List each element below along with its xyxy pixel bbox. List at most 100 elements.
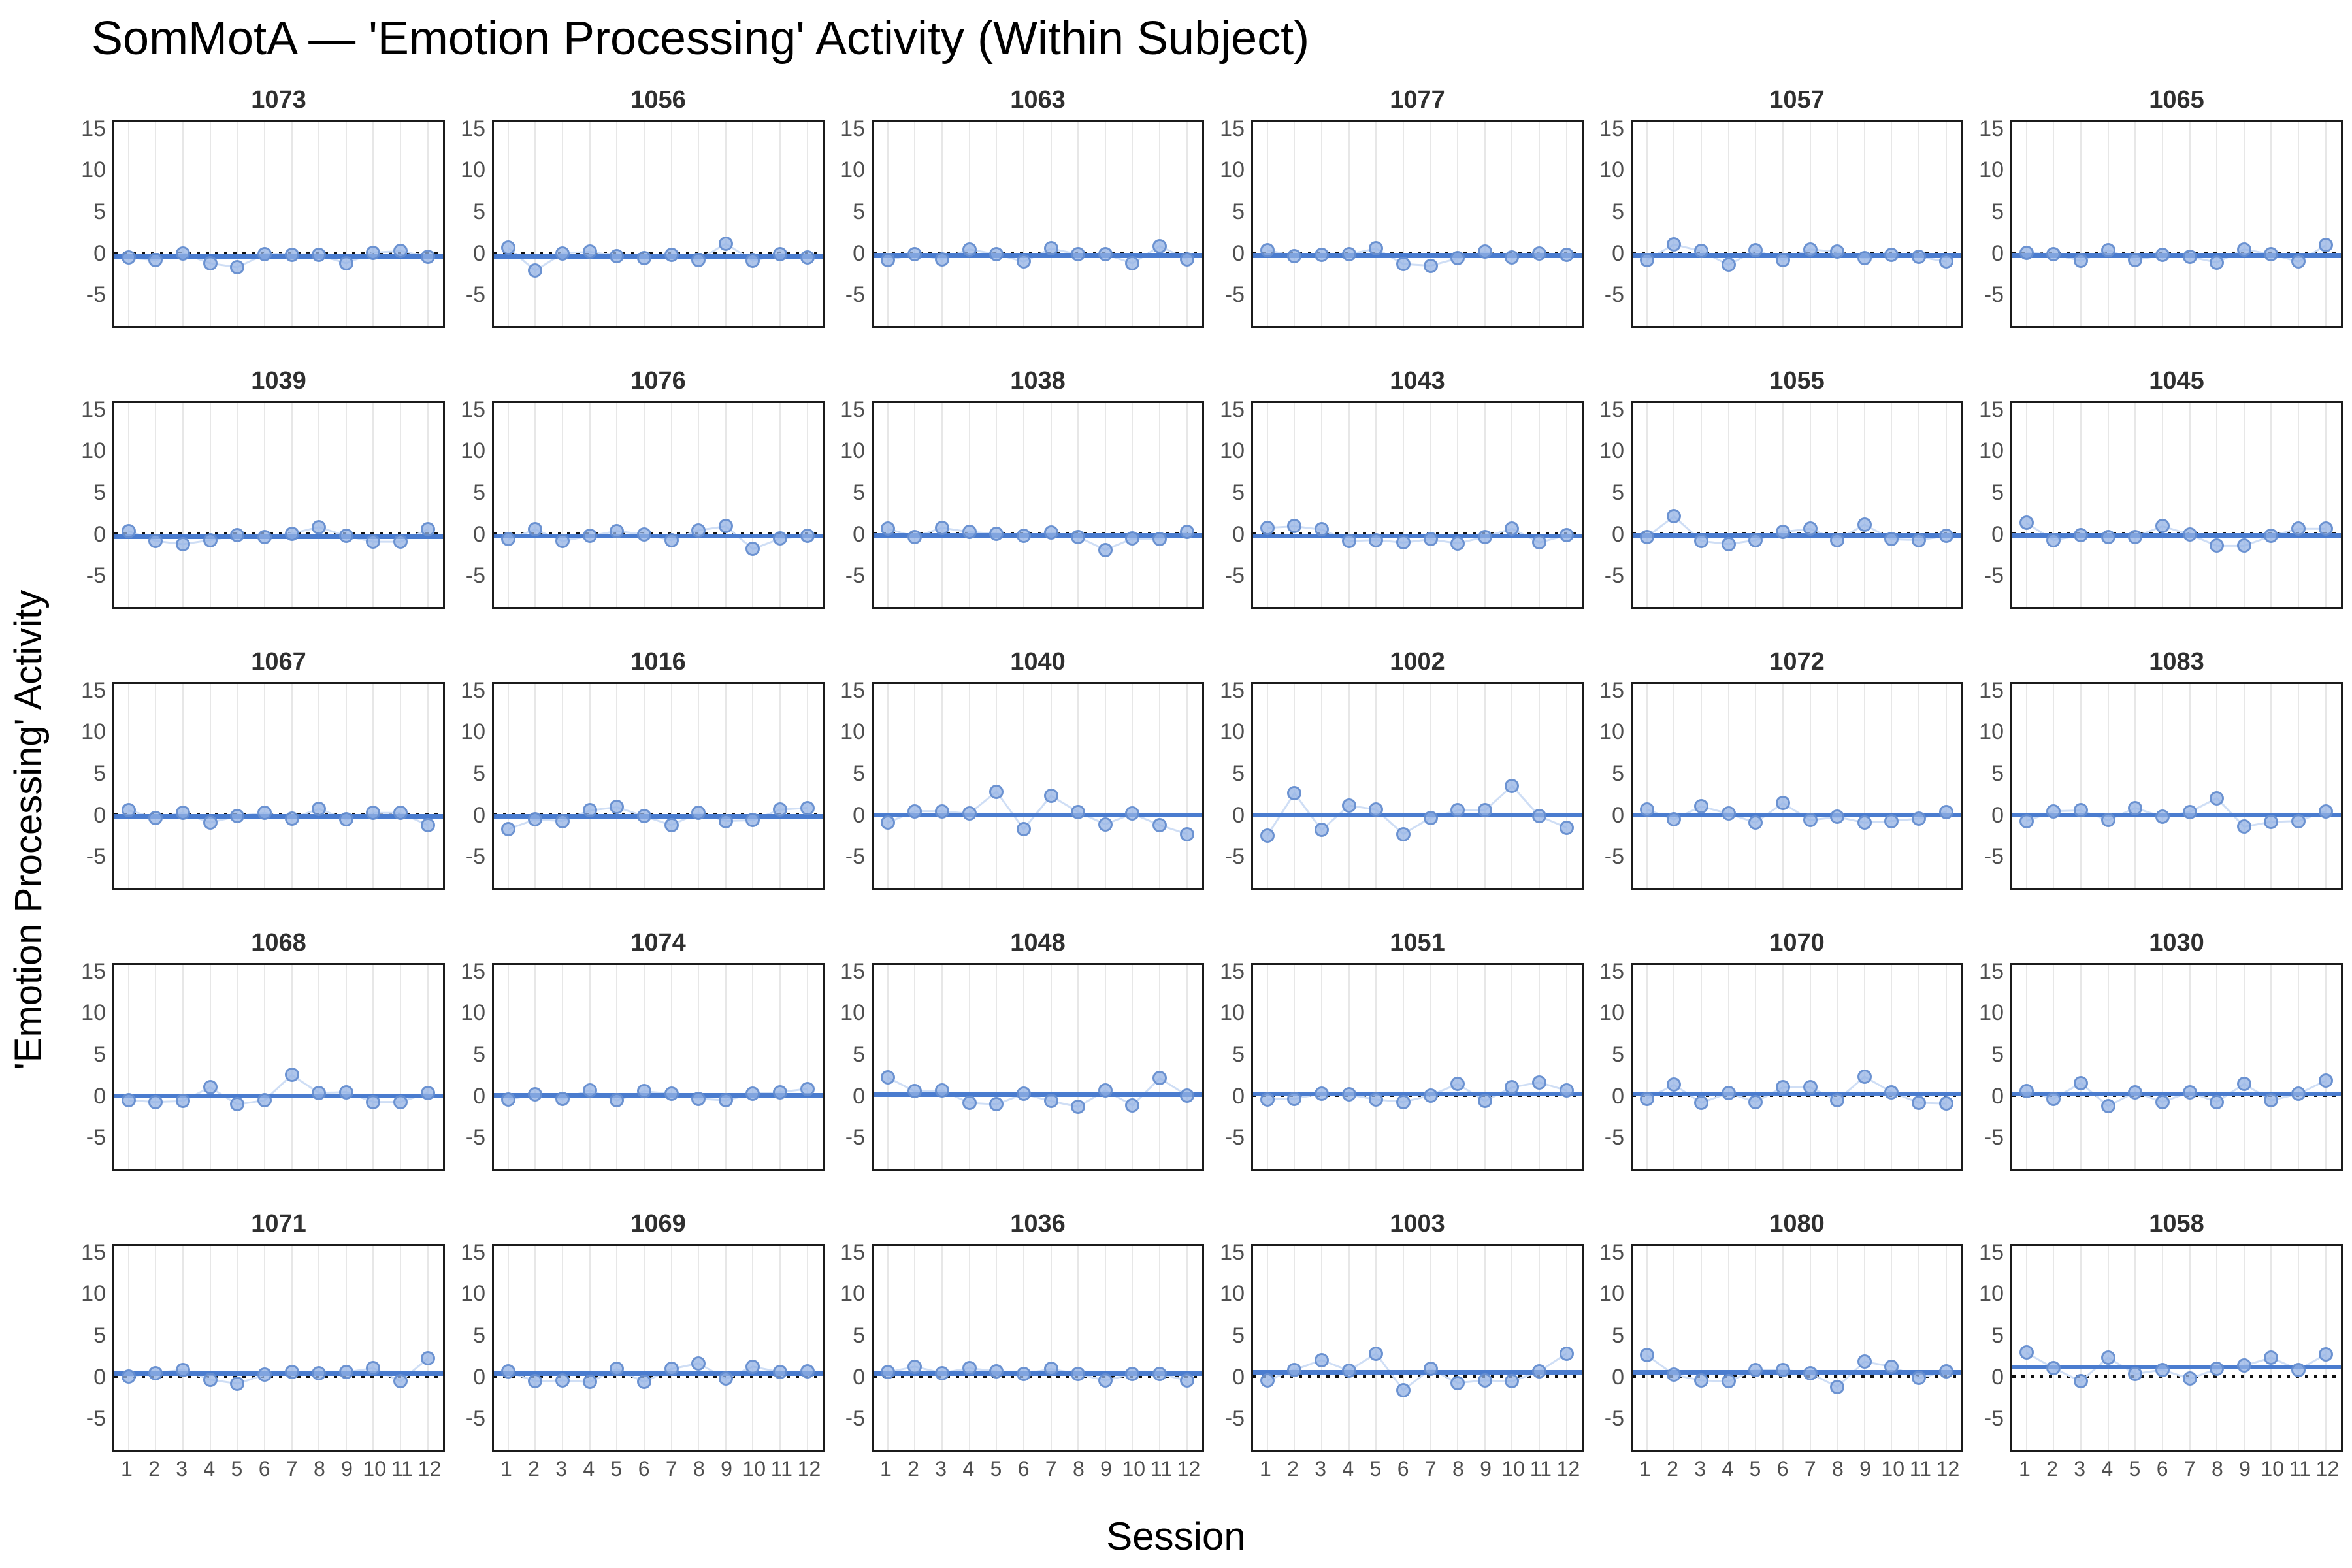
trend-line — [1253, 1092, 1582, 1097]
data-point — [1912, 1371, 1927, 1386]
session-gridline — [1809, 403, 1811, 607]
session-gridline — [1945, 684, 1947, 888]
facet-cell: 1073 15 10 5 0 -5 — [65, 84, 445, 365]
session-gridline — [1782, 684, 1784, 888]
data-point — [1748, 242, 1763, 257]
data-point — [745, 1086, 760, 1102]
data-point — [610, 1362, 625, 1377]
session-gridline — [1673, 965, 1675, 1169]
facet-cell: 1058 15 10 5 0 -5 1 2 3 4 5 6 7 8 9 10 11 12 — [1963, 1207, 2343, 1488]
session-gridline — [1539, 684, 1541, 888]
data-point — [1667, 509, 1682, 524]
data-point — [2128, 529, 2143, 544]
facet-title: 1051 — [1390, 929, 1445, 956]
x-tick-label: 12 — [2315, 1457, 2340, 1480]
facet-cell: 1051 15 10 5 0 -5 — [1204, 926, 1584, 1207]
session-gridline — [2298, 1246, 2300, 1450]
facet-cell: 1002 15 10 5 0 -5 — [1204, 645, 1584, 926]
y-tick-label: -5 — [465, 844, 485, 870]
data-point — [1287, 1091, 1302, 1106]
session-gridline — [1755, 403, 1757, 607]
session-gridline — [2270, 403, 2272, 607]
x-tick-label: 3 — [2074, 1457, 2086, 1480]
data-point — [203, 255, 218, 270]
point-connector-line — [874, 684, 1202, 888]
y-tick-label: 5 — [1232, 480, 1245, 505]
session-gridline — [2161, 684, 2163, 888]
session-gridline — [2243, 965, 2245, 1169]
x-tick-label: 9 — [2239, 1457, 2251, 1480]
data-point — [2210, 791, 2225, 806]
session-gridline — [1891, 965, 1893, 1169]
y-tick-label: 5 — [473, 760, 485, 786]
session-gridline — [2216, 965, 2218, 1169]
session-gridline — [534, 403, 536, 607]
session-gridline — [1755, 684, 1757, 888]
x-tick-label: 9 — [1859, 1457, 1871, 1480]
session-gridline — [507, 403, 509, 607]
facet-cell: 1068 15 10 5 0 -5 — [65, 926, 445, 1207]
facet-title: 1030 — [2149, 929, 2204, 956]
plot-panel — [1251, 682, 1584, 890]
plot-panel — [1631, 1244, 1963, 1452]
session-gridline — [2107, 684, 2109, 888]
y-tick-label: 0 — [1232, 240, 1245, 266]
facet-cell: 1080 15 10 5 0 -5 1 2 3 4 5 6 7 8 9 10 11 12 — [1584, 1207, 1963, 1488]
data-point — [934, 804, 949, 819]
session-gridline — [1700, 1246, 1702, 1450]
y-tick-label: 15 — [1599, 1239, 1624, 1265]
data-point — [1450, 251, 1465, 266]
facet-title: 1002 — [1390, 648, 1445, 676]
point-connector-line — [1633, 684, 1961, 888]
y-tick-label: 15 — [1599, 397, 1624, 422]
session-gridline — [725, 965, 727, 1169]
y-tick-label: -5 — [1224, 1406, 1245, 1431]
session-gridline — [182, 122, 184, 326]
x-tick-label: 8 — [1072, 1457, 1085, 1480]
x-tick-label: 6 — [1397, 1457, 1409, 1480]
data-point — [664, 248, 679, 263]
data-point — [1016, 529, 1031, 544]
data-point — [1693, 533, 1708, 548]
facet-title: 1070 — [1769, 929, 1825, 956]
data-point — [1125, 255, 1140, 270]
data-point — [257, 529, 272, 544]
x-tick-label: 7 — [286, 1457, 298, 1480]
data-point — [2046, 804, 2061, 819]
y-axis-ticks: 15 10 5 0 -5 — [1584, 960, 1631, 1171]
session-gridline — [589, 684, 591, 888]
data-point — [528, 1087, 543, 1102]
facet-cell: 1048 15 10 5 0 -5 — [825, 926, 1204, 1207]
y-tick-label: 10 — [1220, 719, 1245, 745]
y-tick-label: 15 — [461, 1239, 485, 1265]
data-point — [664, 817, 679, 832]
data-point — [1559, 248, 1574, 263]
y-axis-ticks: 15 10 5 0 -5 — [1963, 399, 2010, 609]
data-point — [2182, 804, 2197, 819]
session-gridline — [1673, 403, 1675, 607]
trend-line — [874, 533, 1202, 538]
session-gridline — [1457, 965, 1459, 1169]
session-gridline — [1402, 122, 1404, 326]
session-gridline — [1755, 122, 1757, 326]
data-point — [312, 1085, 327, 1100]
session-gridline — [1186, 965, 1188, 1169]
y-tick-label: 5 — [93, 760, 106, 786]
session-gridline — [1891, 403, 1893, 607]
y-tick-label: 10 — [461, 1281, 485, 1307]
facet-cell: 1069 15 10 5 0 -5 1 2 3 4 5 6 7 8 9 10 11 12 — [445, 1207, 825, 1488]
trend-line — [114, 1371, 443, 1377]
data-point — [1830, 1093, 1845, 1108]
y-tick-label: 10 — [81, 1000, 106, 1026]
y-axis-label: 'Emotion Processing' Activity — [7, 589, 50, 1070]
facet-cell: 1003 15 10 5 0 -5 1 2 3 4 5 6 7 8 9 10 11 12 — [1204, 1207, 1584, 1488]
session-gridline — [209, 122, 211, 326]
session-gridline — [779, 684, 781, 888]
session-gridline — [1266, 965, 1268, 1169]
data-point — [230, 260, 245, 275]
y-axis-ticks: 15 10 5 0 -5 — [825, 960, 872, 1171]
session-gridline — [2053, 1246, 2055, 1450]
x-tick-label: 11 — [1150, 1457, 1172, 1480]
y-tick-label: 0 — [1612, 1083, 1624, 1109]
data-point — [2073, 1374, 2088, 1389]
